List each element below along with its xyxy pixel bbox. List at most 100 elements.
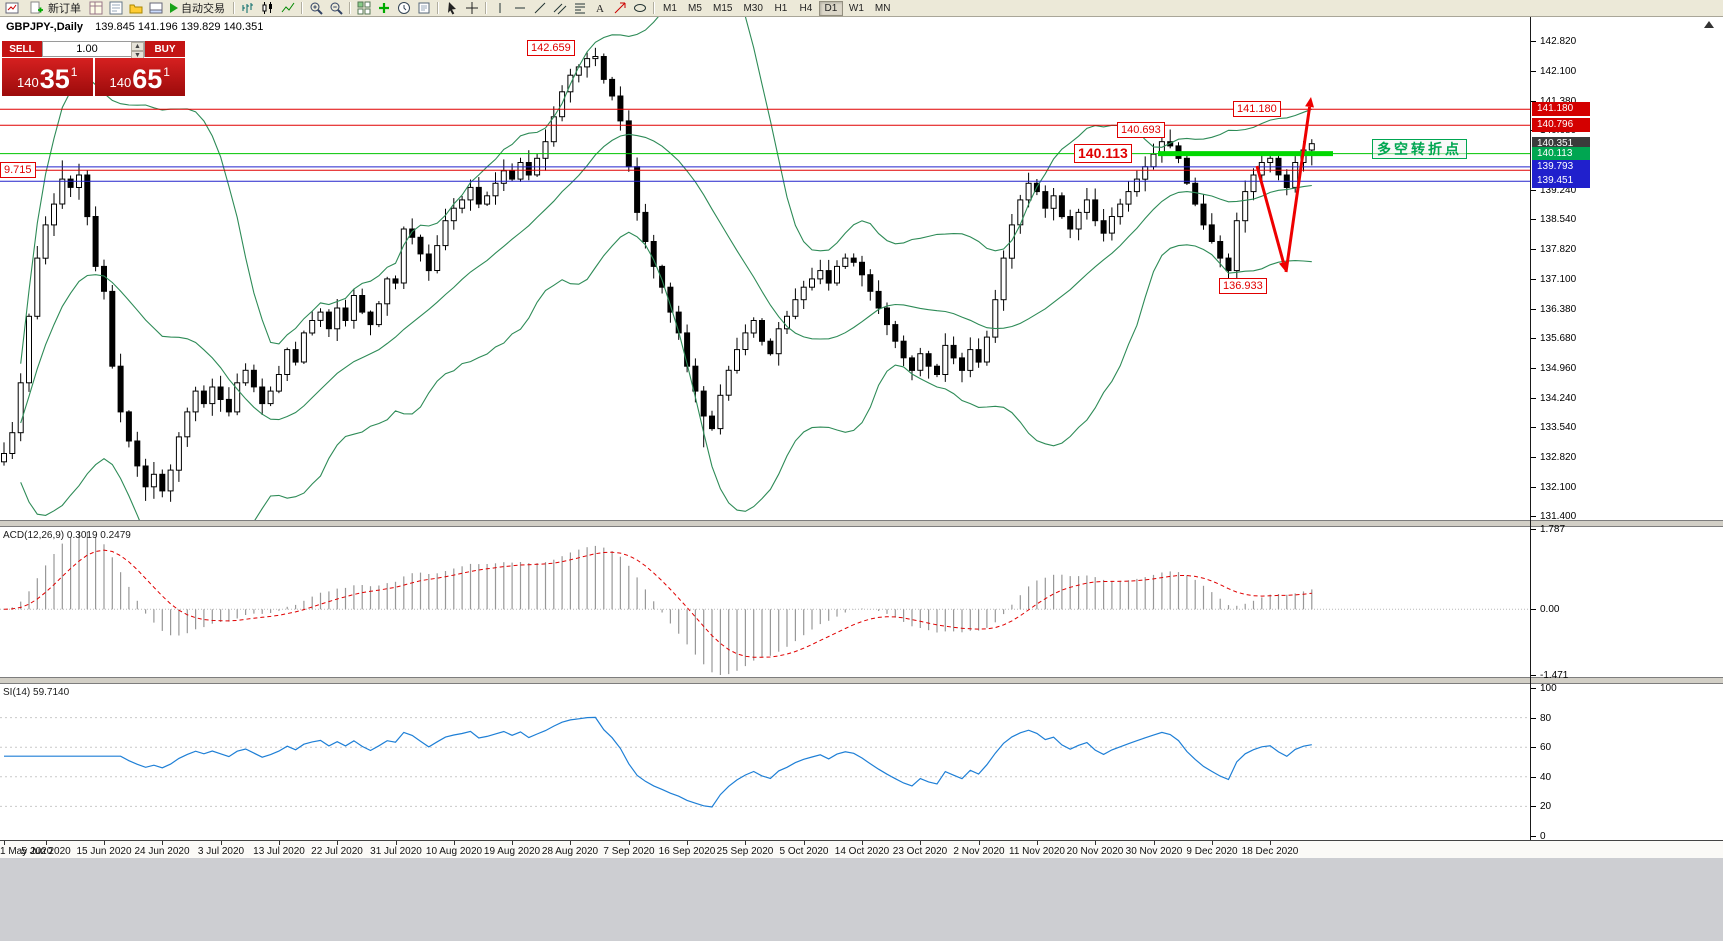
date-tick xyxy=(979,841,980,845)
timeframe-D1[interactable]: D1 xyxy=(818,0,843,16)
date-label: 3 Jul 2020 xyxy=(197,846,245,857)
navigator-icon[interactable] xyxy=(126,1,145,16)
crosshair-icon[interactable] xyxy=(462,1,481,16)
price-tick: 133.540 xyxy=(1531,421,1576,433)
tile-windows-icon[interactable] xyxy=(354,1,373,16)
window-bottom-area xyxy=(0,858,1723,941)
macd-panel[interactable] xyxy=(0,527,1530,677)
price-tick: 142.820 xyxy=(1531,35,1576,47)
market-watch-icon[interactable] xyxy=(86,1,105,16)
channel-icon[interactable] xyxy=(550,1,569,16)
price-tick: 135.680 xyxy=(1531,332,1576,344)
date-label: 13 Jul 2020 xyxy=(253,846,305,857)
buy-button[interactable]: 140 65 1 xyxy=(94,58,185,96)
line-chart-icon[interactable] xyxy=(278,1,297,16)
fibonacci-icon[interactable] xyxy=(570,1,589,16)
rsi-tick: 100 xyxy=(1531,682,1557,694)
date-tick xyxy=(1212,841,1213,845)
timeframe-W1[interactable]: W1 xyxy=(844,1,869,16)
volume-up-button[interactable]: ▲ xyxy=(131,42,144,51)
shapes-icon[interactable] xyxy=(630,1,649,16)
macd-histogram xyxy=(11,531,1313,675)
horizontal-line-icon[interactable] xyxy=(510,1,529,16)
zoom-out-icon[interactable] xyxy=(326,1,345,16)
panel-separator[interactable] xyxy=(0,677,1723,684)
bar-chart-icon[interactable] xyxy=(238,1,257,16)
arrows-icon[interactable] xyxy=(610,1,629,16)
macd-axis[interactable]: 1.787 0.00 -1.471 xyxy=(1531,524,1723,681)
rsi-panel[interactable] xyxy=(0,684,1530,840)
scroll-up-icon[interactable] xyxy=(1704,21,1714,28)
price-badge: 139.793 xyxy=(1532,160,1590,174)
timeframe-H4[interactable]: H4 xyxy=(794,1,818,16)
price-tick: 137.820 xyxy=(1531,243,1576,255)
date-tick xyxy=(804,841,805,845)
date-tick xyxy=(221,841,222,845)
svg-text:A: A xyxy=(596,3,604,15)
date-label: 25 Sep 2020 xyxy=(716,846,774,857)
date-tick xyxy=(4,841,5,845)
zoom-in-icon[interactable] xyxy=(306,1,325,16)
time-axis[interactable]: 1 May 2020 5 Jun 2020 15 Jun 2020 24 Jun 20… xyxy=(0,840,1723,858)
price-tick: 138.540 xyxy=(1531,213,1576,225)
candlesticks xyxy=(1,47,1315,502)
rsi-tick: 20 xyxy=(1531,800,1551,812)
vertical-line-icon[interactable] xyxy=(490,1,509,16)
price-axis[interactable]: 142.820142.100141.380140.680139.240138.5… xyxy=(1531,17,1723,522)
timeframe-M15[interactable]: M15 xyxy=(708,1,737,16)
sell-price-sup: 1 xyxy=(70,65,78,79)
volume-input[interactable]: 1.00 xyxy=(76,43,98,55)
trendline-icon[interactable] xyxy=(530,1,549,16)
indicators-icon[interactable] xyxy=(374,1,393,16)
chart-title: GBPJPY-,Daily 139.845 141.196 139.829 14… xyxy=(6,21,263,33)
date-tick xyxy=(46,841,47,845)
price-tick: 136.380 xyxy=(1531,303,1576,315)
date-label: 31 Jul 2020 xyxy=(370,846,422,857)
sell-button[interactable]: 140 35 1 xyxy=(2,58,93,96)
date-tick xyxy=(337,841,338,845)
date-label: 24 Jun 2020 xyxy=(134,846,190,857)
price-tick: 134.240 xyxy=(1531,392,1576,404)
macd-tick: -1.471 xyxy=(1531,669,1568,681)
chart-window-icon[interactable] xyxy=(2,1,21,16)
price-badge: 140.113 xyxy=(1532,147,1590,161)
trend-arrows[interactable] xyxy=(1255,97,1314,273)
candlestick-icon[interactable] xyxy=(258,1,277,16)
timeframe-M5[interactable]: M5 xyxy=(683,1,707,16)
date-tick xyxy=(162,841,163,845)
price-tick: 141.380 xyxy=(1531,95,1576,107)
date-tick xyxy=(512,841,513,845)
periods-icon[interactable] xyxy=(394,1,413,16)
date-label: 23 Oct 2020 xyxy=(892,846,948,857)
panel-separator[interactable] xyxy=(0,520,1723,527)
timeframe-H1[interactable]: H1 xyxy=(769,1,793,16)
data-window-icon[interactable] xyxy=(106,1,125,16)
toolbar-separator xyxy=(349,2,350,14)
date-label: 20 Nov 2020 xyxy=(1066,846,1124,857)
date-label: 11 Nov 2020 xyxy=(1009,846,1065,857)
text-icon[interactable]: A xyxy=(590,1,609,16)
main-chart[interactable] xyxy=(0,17,1530,520)
timeframe-M1[interactable]: M1 xyxy=(658,1,682,16)
date-label: 22 Jul 2020 xyxy=(311,846,363,857)
top-toolbar: 新订单 自动交易 xyxy=(0,0,1723,17)
date-label: 1 May 2020 xyxy=(0,846,53,857)
buy-price-main: 140 xyxy=(109,75,132,90)
terminal-icon[interactable] xyxy=(146,1,165,16)
price-badge: 139.451 xyxy=(1532,174,1590,188)
timeframe-M30[interactable]: M30 xyxy=(738,1,767,16)
date-tick xyxy=(396,841,397,845)
buy-header[interactable]: BUY xyxy=(145,41,185,57)
sell-header[interactable]: SELL xyxy=(2,41,42,57)
macd-tick: 1.787 xyxy=(1531,523,1565,535)
rsi-axis[interactable]: 100 80 60 40 20 0 xyxy=(1531,682,1723,842)
autotrading-button[interactable]: 自动交易 xyxy=(166,1,229,16)
toolbar-separator xyxy=(301,2,302,14)
timeframe-MN[interactable]: MN xyxy=(870,1,896,16)
macd-indicator-label: ACD(12,26,9) 0.3019 0.2479 xyxy=(3,530,131,541)
new-order-button[interactable]: 新订单 xyxy=(22,1,85,16)
cursor-icon[interactable] xyxy=(442,1,461,16)
ohlc-values: 139.845 141.196 139.829 140.351 xyxy=(95,21,264,33)
templates-icon[interactable] xyxy=(414,1,433,16)
date-label: 16 Sep 2020 xyxy=(658,846,716,857)
